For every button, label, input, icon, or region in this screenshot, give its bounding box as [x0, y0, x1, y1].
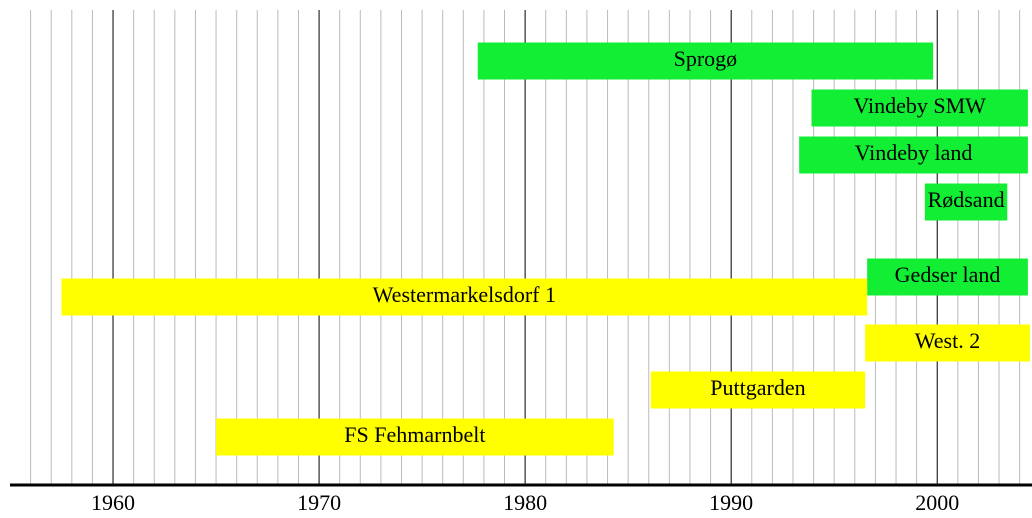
bar-label: Gedser land: [895, 262, 1001, 287]
bar-label: FS Fehmarnbelt: [344, 422, 485, 447]
bar: [61, 278, 868, 316]
bar-label: Westermarkelsdorf 1: [373, 282, 556, 307]
bar-label: Puttgarden: [710, 375, 805, 400]
bar: [867, 258, 1028, 296]
x-tick-label: 1980: [503, 490, 547, 515]
bar: [865, 324, 1030, 362]
bar: [477, 42, 934, 80]
x-tick-label: 1990: [709, 490, 753, 515]
bar-label: Vindeby SMW: [853, 93, 986, 118]
bar-label: Vindeby land: [855, 140, 973, 165]
bar: [216, 418, 614, 456]
x-tick-label: 1970: [297, 490, 341, 515]
bar-label: West. 2: [915, 328, 980, 353]
x-tick-label: 2000: [915, 490, 959, 515]
bar: [650, 371, 866, 409]
bar-label: Sprogø: [674, 46, 738, 71]
bar: [924, 183, 1008, 221]
x-tick-label: 1960: [91, 490, 135, 515]
bar: [811, 89, 1028, 127]
bar: [799, 136, 1028, 174]
bar-label: Rødsand: [928, 187, 1005, 212]
